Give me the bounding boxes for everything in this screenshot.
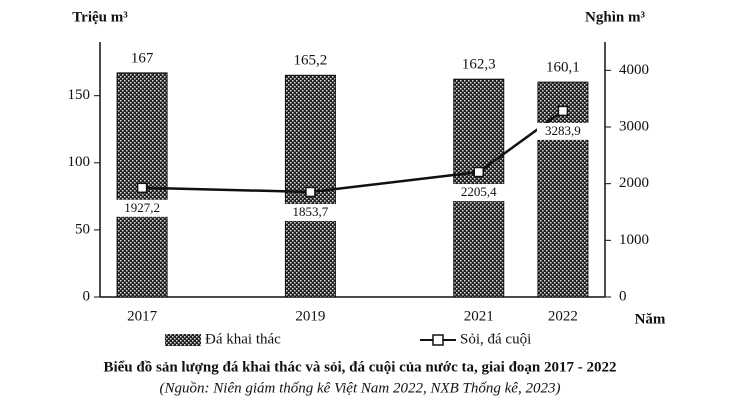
bar [537, 81, 589, 298]
point-label-bg [536, 122, 589, 140]
x-tick-label: 2017 [127, 308, 158, 324]
point-label-bg [284, 203, 337, 221]
y-axis-title: Triệu m³ [72, 9, 128, 25]
chart-title: Biểu đồ sản lượng đá khai thác và sỏi, đ… [103, 359, 616, 375]
point-label-bg [116, 199, 169, 217]
bar-value-label: 162,3 [462, 57, 496, 73]
point-value-label: 3283,9 [545, 123, 581, 138]
y2-tick-label: 1000 [619, 232, 649, 248]
point [473, 166, 484, 178]
point-value-label: 1853,7 [293, 204, 329, 219]
point-label: 1853,7 [284, 203, 337, 221]
legend-label: Đá khai thác [205, 331, 281, 347]
y2-tick-label: 3000 [619, 118, 649, 134]
y2-tick-label: 2000 [619, 175, 649, 191]
y-tick-label: 100 [68, 154, 91, 170]
point-label: 3283,9 [536, 122, 589, 140]
point [136, 182, 148, 194]
chart-subtitle: (Nguồn: Niên giám thống kê Việt Nam 2022… [160, 380, 561, 396]
y-tick-label: 150 [68, 87, 91, 103]
point-label: 1927,2 [116, 199, 169, 217]
x-tick-label: 2021 [464, 308, 494, 324]
legend-marker [432, 334, 444, 346]
bar-value-label: 165,2 [294, 53, 328, 69]
x-tick-label: 2022 [548, 308, 578, 324]
y-tick-label: 0 [83, 288, 91, 304]
bar-value-label: 160,1 [546, 60, 580, 76]
point-value-label: 2205,4 [461, 184, 497, 199]
y2-axis-title: Nghìn m³ [585, 9, 645, 25]
bar-value-label: 167 [131, 50, 154, 66]
y-tick-label: 50 [75, 221, 90, 237]
line [142, 109, 564, 194]
legend-label: Sỏi, đá cuội [460, 331, 531, 347]
point [305, 186, 316, 198]
point-label-bg [452, 184, 505, 202]
y2-tick-label: 4000 [619, 62, 649, 78]
point [557, 105, 569, 117]
y2-tick-label: 0 [619, 288, 627, 304]
legend-swatch [165, 334, 201, 346]
x-tick-label: 2019 [295, 308, 325, 324]
point-label: 2205,4 [452, 184, 505, 202]
x-axis-title: Năm [635, 311, 666, 327]
bar [284, 74, 336, 298]
point-value-label: 1927,2 [124, 200, 160, 215]
